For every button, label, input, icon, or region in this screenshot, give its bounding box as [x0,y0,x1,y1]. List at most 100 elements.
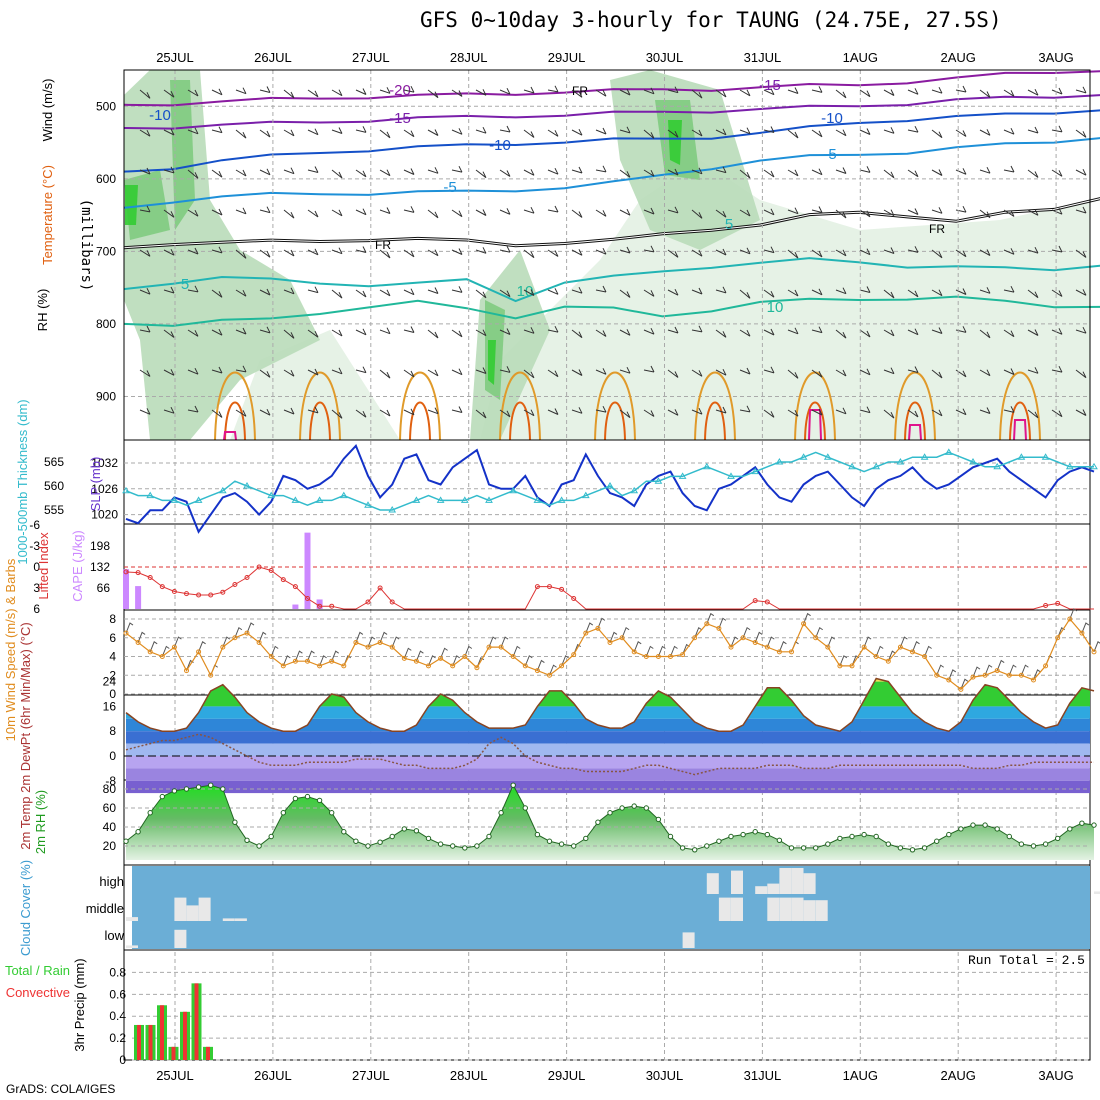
top-day-label-31JUL: 31JUL [744,50,782,65]
upper-wind-barb [619,289,631,298]
upper-wind-barb [931,207,943,214]
rh-point [208,782,214,788]
wind-speed-point [305,658,310,664]
upper-wind-barb [523,327,535,334]
temp-tick--8: -8 [105,774,116,788]
wind-speed-point [704,621,710,627]
upper-wind-barb [283,407,295,415]
upper-wind-barb [715,128,727,136]
upper-wind-barb [883,127,895,134]
upper-wind-barb [979,89,991,98]
upper-wind-barb [1003,329,1015,338]
upper-wind-barb [715,329,727,338]
upper-wind-barb [451,209,463,218]
surface-wind-barb [258,631,267,643]
upper-wind-barb [307,128,319,136]
upper-wind-barb [307,329,319,338]
thickness-point [533,496,542,503]
contour-label-14: FR [572,84,588,98]
upper-wind-barb [1003,89,1015,97]
wind-speed-point [1006,672,1012,678]
upper-wind-barb [835,329,847,339]
upper-wind-barb [355,289,367,298]
wind-speed-point [389,644,395,650]
rh-point [776,837,783,843]
wind-speed-point [922,654,928,659]
upper-wind-barb [499,169,511,177]
upper-wind-barb [667,249,679,258]
upper-wind-barb [811,168,823,176]
cloud-background [132,866,1090,949]
wind-speed-point [571,652,577,658]
thickness-point [654,477,663,484]
rh-point [1030,843,1037,849]
cape-bar [135,586,142,609]
upper-wind-barb [739,169,751,179]
lifted-index-point [329,603,335,609]
wind-speed-point [776,649,782,655]
wind-speed-point [619,635,625,641]
isotherm--10 [123,109,1100,173]
upper-wind-barb [667,326,679,334]
upper-wind-barb [787,327,799,335]
rh-point [510,782,516,788]
lifted-index-point [171,589,177,594]
surface-wind-barb [899,636,908,648]
rh-point [498,810,504,816]
surface-wind-barb [875,645,884,657]
upper-wind-barb [547,325,559,333]
upper-wind-barb [331,409,343,419]
upper-wind-barb [547,205,559,213]
surface-wind-barb [234,626,243,638]
upper-wind-barb [1003,285,1015,293]
rh-point [256,843,262,849]
surface-wind-barb [670,645,678,657]
cloud-cell-high [755,886,768,894]
upper-wind-barb [955,129,967,137]
contour-label-10: -10 [149,107,171,124]
wind-speed-point [595,625,601,631]
rh-point [1091,822,1097,828]
rh-point [861,831,867,838]
cape-axis-label: CAPE (J/kg) [70,530,85,602]
upper-wind-barb [499,125,511,133]
top-day-label-28JUL: 28JUL [450,50,488,65]
upper-wind-barb [811,129,823,138]
upper-wind-barb [691,407,703,415]
upper-wind-barb [883,409,895,419]
contour-label-1: -15 [389,110,411,127]
thickness-point [1041,453,1050,460]
isotherm-warm-loop-0 [214,371,256,441]
upper-wind-barb [691,167,703,175]
upper-wind-barb [259,249,271,258]
p-tick-label-900: 900 [96,389,116,403]
upper-wind-barb [763,208,775,216]
upper-wind-barb [739,289,751,299]
li-tick--3: -3 [29,539,40,553]
lifted-index-axis-label: Lifted Index [36,532,51,600]
upper-wind-barb [787,289,799,297]
upper-wind-barb [691,209,703,219]
thickness-point [920,453,929,460]
upper-wind-barb [475,329,487,337]
bottom-day-label-25JUL: 25JUL [156,1068,194,1083]
upper-wind-barb [211,328,223,336]
upper-wind-barb [403,408,415,416]
isotherm-25-1 [808,409,822,441]
rh-point [401,826,407,832]
upper-wind-barb [331,247,343,255]
upper-wind-barb [259,326,271,334]
upper-wind-barb [379,289,391,297]
thickness-point [509,486,518,494]
surface-wind-barb [161,645,170,657]
upper-wind-barb [955,168,967,175]
upper-wind-barb [571,209,583,218]
upper-wind-barb [691,325,703,333]
lifted-index-point [305,596,310,601]
slp-tick-1026: 1026 [91,482,118,496]
surface-wind-barb [887,650,896,662]
surface-wind-barb [815,626,823,638]
rh-point [450,843,456,849]
wind-speed-point [801,621,807,627]
lifted-index-point [220,589,226,595]
